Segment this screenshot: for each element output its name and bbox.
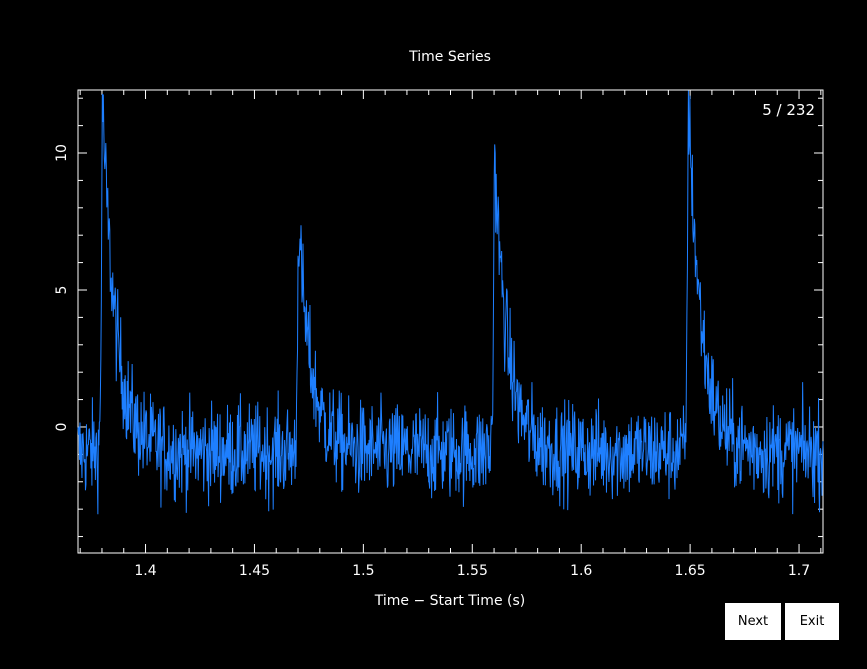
x-axis-label: Time − Start Time (s): [374, 593, 525, 609]
x-tick-label: 1.6: [570, 563, 592, 579]
x-tick-label: 1.5: [352, 563, 374, 579]
x-tick-label: 1.7: [788, 563, 810, 579]
series-line: [77, 90, 824, 515]
chart-title: Time Series: [408, 49, 491, 65]
ticks-layer: [78, 90, 823, 553]
y-tick-label: 5: [54, 286, 70, 295]
x-tick-label: 1.55: [457, 563, 488, 579]
y-tick-label: 0: [54, 423, 70, 432]
next-button[interactable]: Next: [725, 603, 781, 640]
x-tick-label: 1.45: [239, 563, 270, 579]
x-tick-label: 1.4: [134, 563, 156, 579]
tick-labels: 1.4 1.45 1.5 1.55 1.6 1.65 1.7 0 5 10: [54, 144, 810, 579]
frame-counter: 5 / 232: [762, 101, 815, 119]
exit-button[interactable]: Exit: [785, 603, 839, 640]
y-tick-label: 10: [54, 144, 70, 162]
x-tick-label: 1.65: [675, 563, 706, 579]
